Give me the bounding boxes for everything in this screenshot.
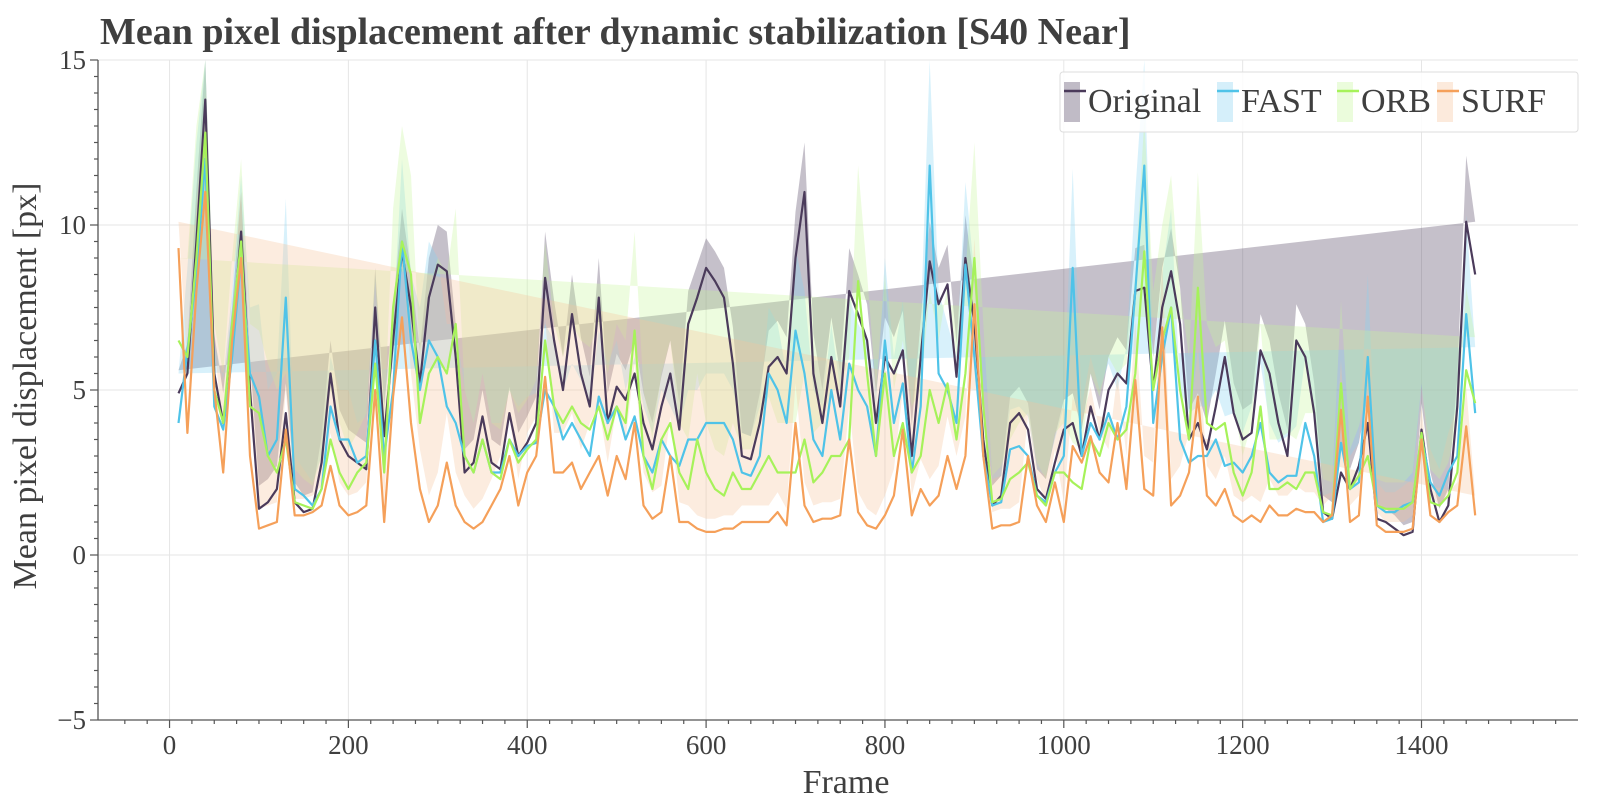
- band-orb: [178, 60, 1476, 486]
- y-tick-label: 10: [59, 210, 86, 240]
- x-tick-label: 200: [328, 730, 369, 760]
- x-tick-label: 400: [507, 730, 548, 760]
- legend-label: SURF: [1461, 83, 1546, 120]
- y-tick-label: 5: [73, 375, 87, 405]
- legend-label: FAST: [1241, 83, 1322, 120]
- band-surf: [178, 93, 1476, 522]
- band-original: [178, 60, 1476, 526]
- legend-swatch-band: [1217, 82, 1233, 122]
- chart-title: Mean pixel displacement after dynamic st…: [100, 11, 1130, 53]
- legend: Original FAST ORB SURF: [1059, 71, 1579, 133]
- x-tick-label: 800: [865, 730, 906, 760]
- band-fast: [178, 60, 1476, 496]
- y-axis-label: Mean pixel displacement [px]: [7, 183, 44, 590]
- x-tick-label: 1000: [1037, 730, 1091, 760]
- legend-label: ORB: [1361, 83, 1431, 120]
- legend-label: Original: [1088, 83, 1201, 120]
- legend-item-orb: ORB: [1337, 82, 1431, 122]
- series-line-orb: [177, 131, 1477, 517]
- x-tick-label: 600: [686, 730, 727, 760]
- legend-swatch-band: [1337, 82, 1353, 122]
- y-tick-label: 15: [59, 45, 86, 75]
- y-tick-label: −5: [57, 705, 86, 735]
- series-lines: [177, 98, 1477, 537]
- x-tick-label: 0: [163, 730, 177, 760]
- series-line-original: [177, 98, 1477, 537]
- confidence-bands: [178, 60, 1476, 526]
- legend-swatch-band: [1437, 82, 1453, 122]
- axes: [90, 59, 1578, 728]
- legend-item-original: Original: [1064, 82, 1201, 122]
- x-tick-label: 1200: [1216, 730, 1270, 760]
- legend-item-surf: SURF: [1437, 82, 1546, 122]
- legend-item-fast: FAST: [1217, 82, 1322, 122]
- tick-labels: 0 200 400 600 800 1000 1200 1400 −5 0 5 10 15: [57, 45, 1448, 760]
- y-tick-label: 0: [73, 540, 87, 570]
- series-line-surf: [177, 190, 1477, 534]
- legend-swatch-band: [1064, 82, 1080, 122]
- series-line-fast: [177, 157, 1477, 524]
- x-tick-label: 1400: [1395, 730, 1449, 760]
- x-axis-label: Frame: [803, 764, 890, 800]
- legend-box: [1059, 71, 1579, 133]
